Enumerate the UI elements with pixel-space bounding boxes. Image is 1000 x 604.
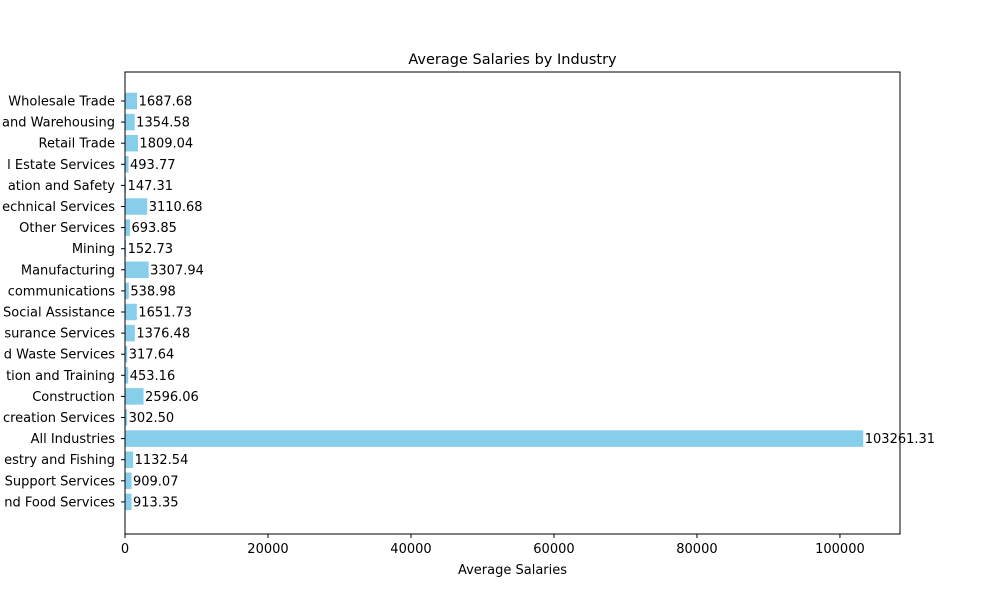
bar: [125, 493, 132, 511]
bar: [125, 261, 149, 279]
bar: [125, 472, 132, 490]
bar: [125, 113, 135, 131]
y-tick-label: Wholesale Trade: [8, 95, 115, 110]
data-label: 147.31: [128, 179, 174, 194]
data-label: 317.64: [129, 348, 175, 363]
y-tick-label: creation Services: [3, 411, 115, 426]
bar: [125, 451, 134, 468]
bar: [125, 240, 127, 257]
plot-frame: [124, 71, 901, 535]
data-label: 538.98: [130, 284, 176, 299]
data-label: 2596.06: [145, 390, 199, 405]
bar: [125, 177, 127, 194]
y-tick-label: Retail Trade: [39, 137, 115, 152]
bar: [125, 134, 138, 152]
x-tick-label: 40000: [390, 542, 431, 557]
data-label: 453.16: [130, 369, 176, 384]
data-label: 302.50: [129, 411, 175, 426]
x-tick-label: 80000: [676, 542, 717, 557]
bar: [125, 324, 135, 342]
data-label: 1132.54: [135, 453, 189, 468]
data-label: 913.35: [133, 495, 179, 510]
data-label: 493.77: [130, 158, 176, 173]
data-label: 693.85: [131, 221, 177, 236]
bar: [125, 219, 130, 236]
bar: [125, 430, 864, 447]
y-tick-label: Mining: [72, 242, 115, 257]
data-label: 3110.68: [149, 200, 203, 215]
y-tick-label: All Industries: [31, 432, 116, 447]
y-tick-label: Manufacturing: [21, 263, 115, 278]
bar: [125, 156, 129, 173]
bars-layer: [125, 92, 864, 511]
y-tick-label: Social Assistance: [3, 306, 115, 321]
y-tick-label: communications: [8, 284, 116, 299]
bar: [125, 367, 129, 384]
x-tick-label: 0: [121, 542, 129, 557]
x-axis-label: Average Salaries: [458, 563, 567, 578]
data-label: 1809.04: [139, 137, 193, 152]
data-label: 1376.48: [136, 327, 190, 342]
x-tick-label: 100000: [815, 542, 865, 557]
bar: [125, 198, 148, 215]
bar: [125, 409, 128, 426]
y-tick-label: d Waste Services: [4, 348, 115, 363]
data-label: 909.07: [133, 474, 179, 489]
data-label: 1651.73: [138, 306, 192, 321]
data-label: 1354.58: [136, 116, 190, 131]
y-tick-label: and Warehousing: [2, 116, 115, 131]
y-tick-label: Construction: [32, 390, 115, 405]
data-label: 1687.68: [139, 95, 193, 110]
y-tick-label: estry and Fishing: [4, 453, 115, 468]
y-axis-ticks: Wholesale Trade and Warehousing Retail Tra…: [2, 95, 125, 510]
bar: [125, 345, 128, 363]
x-tick-label: 60000: [533, 542, 574, 557]
y-tick-label: ation and Safety: [8, 179, 115, 194]
chart-title: Average Salaries by Industry: [408, 52, 617, 68]
data-labels-layer: 1687.68 1354.58 1809.04 493.77 147.31 3110.68…: [128, 95, 936, 511]
bar: [125, 303, 137, 321]
y-tick-label: surance Services: [4, 327, 115, 342]
y-tick-label: l Estate Services: [7, 158, 115, 173]
x-axis-ticks: 0 20000 40000 60000 80000 100000: [121, 534, 865, 557]
y-tick-label: Other Services: [19, 221, 115, 236]
y-tick-label: echnical Services: [2, 200, 115, 215]
x-tick-label: 20000: [247, 542, 288, 557]
bar: [125, 282, 129, 300]
data-label: 3307.94: [150, 263, 204, 278]
data-label: 152.73: [128, 242, 174, 257]
y-tick-label: Support Services: [5, 474, 116, 489]
bar: [125, 92, 138, 110]
bar: [125, 388, 144, 405]
y-tick-label: tion and Training: [6, 369, 115, 384]
y-tick-label: nd Food Services: [4, 495, 115, 510]
